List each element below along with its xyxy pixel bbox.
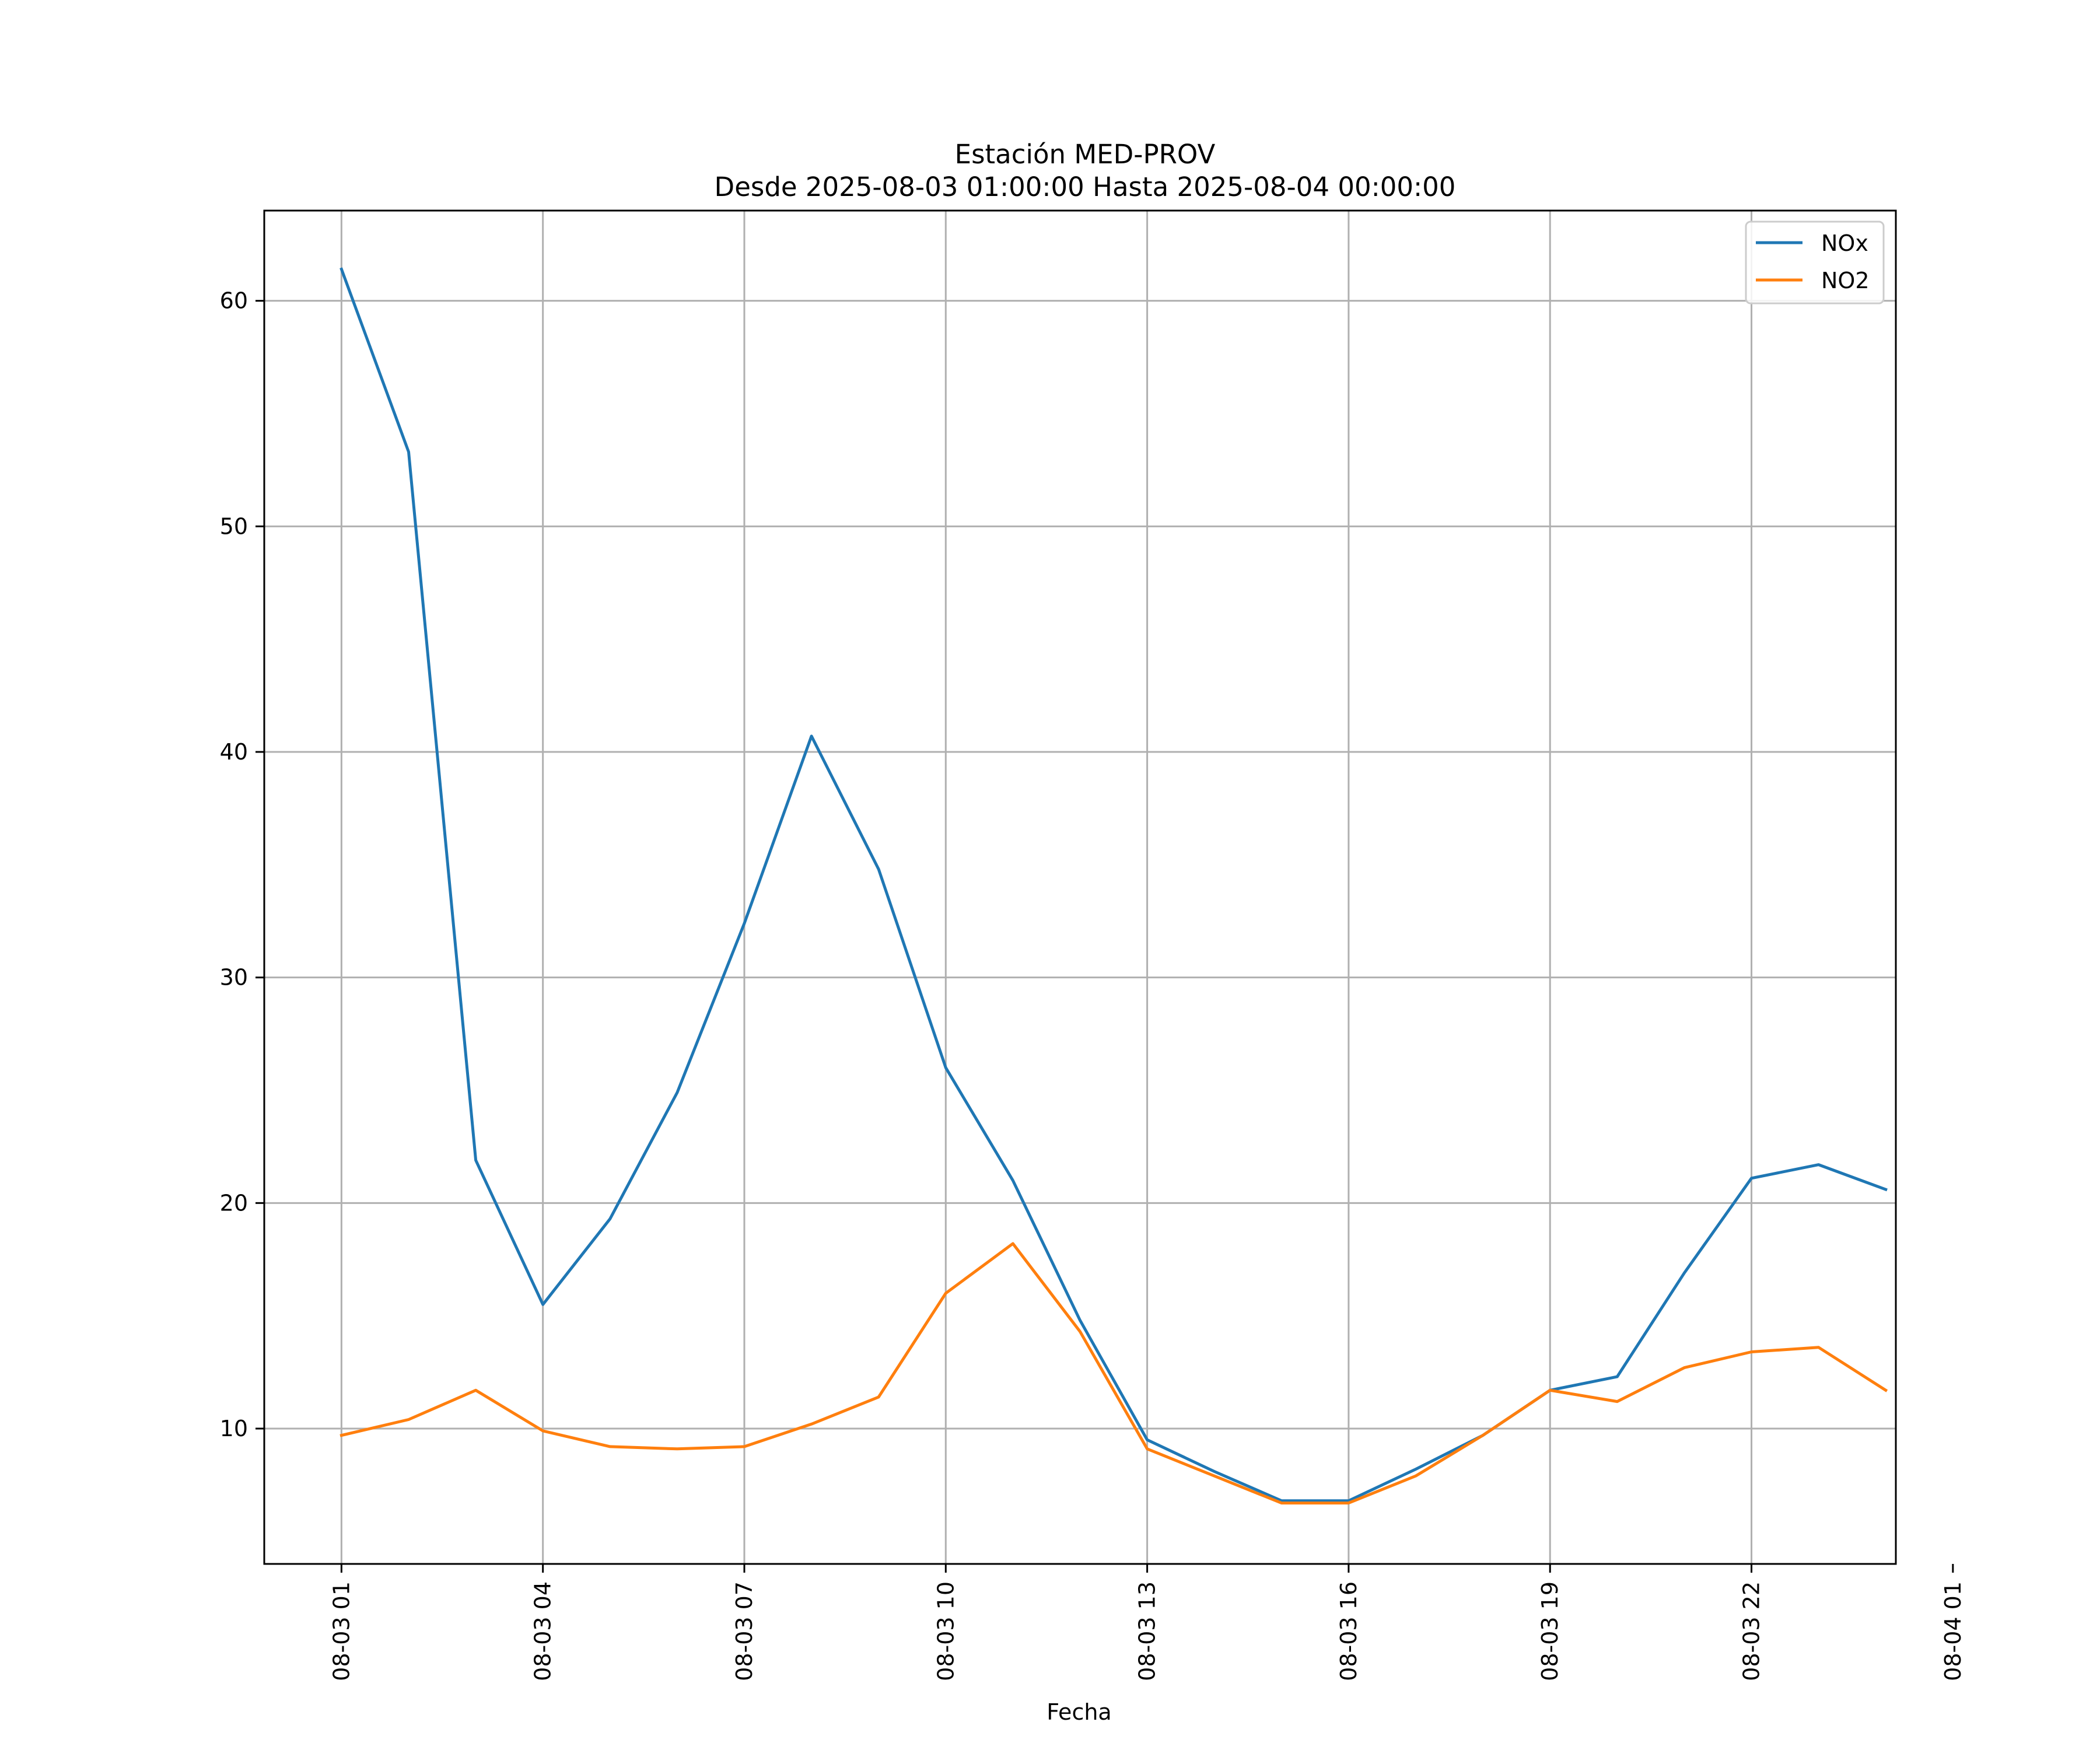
y-tick-label: 20	[220, 1190, 248, 1216]
x-axis: 08-03 01 08-03 04 08-03 07 08-03 10 08-03 13…	[328, 1564, 1966, 1681]
y-tick-label: 60	[220, 288, 248, 314]
x-tick-label: 08-03 04	[530, 1581, 556, 1681]
y-tick-label: 40	[220, 739, 248, 765]
x-tick-label: 08-03 07	[732, 1581, 757, 1681]
x-tick-label: 08-03 01	[328, 1581, 354, 1681]
series-line-nox	[340, 267, 1888, 1503]
chart-title-line2: Desde 2025-08-03 01:00:00 Hasta 2025-08-…	[715, 172, 1456, 202]
y-tick-label: 30	[220, 965, 248, 991]
series-line-no2	[340, 1242, 1888, 1505]
y-tick-label: 50	[220, 513, 248, 539]
y-axis: 10 20 30 40 50 60	[220, 288, 264, 1441]
series-layer	[340, 267, 1888, 1505]
y-tick-label: 10	[220, 1416, 248, 1441]
x-axis-label: Fecha	[1046, 1699, 1111, 1725]
x-tick-label: 08-03 10	[933, 1581, 958, 1681]
x-tick-label: 08-03 13	[1135, 1581, 1160, 1681]
grid-layer	[264, 211, 1896, 1564]
x-tick-label: 08-04 01	[1940, 1581, 1966, 1681]
x-tick-label: 08-03 19	[1537, 1581, 1563, 1681]
chart-title-line1: Estación MED-PROV	[955, 139, 1216, 170]
legend-label-nox: NOx	[1821, 230, 1868, 256]
x-tick-label: 08-03 22	[1739, 1581, 1765, 1681]
legend-label-no2: NO2	[1821, 268, 1870, 293]
legend: NOx NO2	[1745, 220, 1885, 304]
x-tick-label: 08-03 16	[1336, 1581, 1362, 1681]
plot-area-frame	[263, 209, 1897, 1565]
